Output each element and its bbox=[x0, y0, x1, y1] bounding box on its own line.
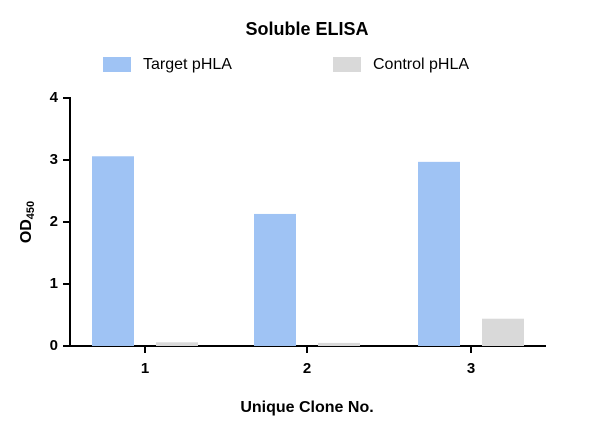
legend-label: Control pHLA bbox=[373, 56, 469, 73]
x-axis-label: Unique Clone No. bbox=[240, 399, 373, 416]
y-tick-label: 1 bbox=[50, 275, 58, 292]
y-axis-label: OD450 bbox=[18, 201, 37, 243]
y-tick-label: 2 bbox=[50, 213, 58, 230]
x-tick-label: 1 bbox=[141, 360, 149, 377]
y-tick-label: 0 bbox=[50, 337, 58, 354]
chart-title: Soluble ELISA bbox=[245, 19, 368, 39]
y-axis-label-subscript: 450 bbox=[25, 201, 37, 219]
y-tick-label: 3 bbox=[50, 151, 58, 168]
bar bbox=[156, 342, 198, 346]
y-axis-label-main: OD bbox=[18, 219, 35, 243]
x-tick-label: 3 bbox=[467, 360, 475, 377]
y-tick-label: 4 bbox=[50, 89, 59, 106]
legend-label: Target pHLA bbox=[143, 56, 232, 73]
legend-swatch bbox=[103, 57, 131, 72]
bar bbox=[482, 318, 524, 346]
x-tick-label: 2 bbox=[303, 360, 311, 377]
bar bbox=[254, 213, 296, 346]
legend-swatch bbox=[333, 57, 361, 72]
bar bbox=[92, 156, 134, 346]
bar bbox=[318, 342, 360, 346]
bar bbox=[418, 161, 460, 346]
